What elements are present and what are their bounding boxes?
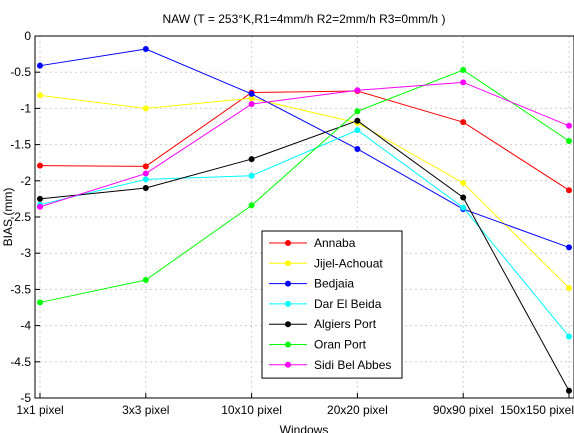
- data-point: [248, 101, 255, 108]
- legend-swatch-marker: [285, 300, 291, 307]
- data-point: [354, 87, 361, 94]
- series-oran-port: [37, 67, 572, 306]
- series-sidi-bel-abbes: [37, 79, 572, 210]
- legend-label: Annaba: [314, 236, 356, 250]
- y-tick-label: -1: [20, 101, 31, 115]
- data-point: [354, 145, 361, 152]
- data-point: [37, 195, 43, 202]
- data-point: [37, 299, 43, 306]
- legend-swatch-marker: [285, 341, 291, 348]
- x-tick-label: 3x3 pixel: [122, 403, 169, 417]
- data-point: [142, 176, 149, 183]
- data-point: [142, 105, 149, 112]
- data-point: [37, 203, 43, 210]
- legend-label: Sidi Bel Abbes: [314, 358, 391, 372]
- data-point: [142, 170, 149, 177]
- y-tick-label: 0: [24, 29, 31, 43]
- data-point: [248, 156, 255, 163]
- legend-item: Algiers Port: [269, 317, 377, 331]
- legend-swatch-marker: [285, 321, 291, 328]
- data-point: [248, 202, 255, 209]
- data-point: [566, 284, 572, 291]
- legend-item: Oran Port: [269, 338, 367, 352]
- series-line: [39, 48, 570, 248]
- data-point: [354, 117, 361, 124]
- data-point: [460, 79, 467, 86]
- series-line: [39, 69, 570, 303]
- legend-label: Dar El Beida: [314, 297, 382, 311]
- x-tick-label: 90x90 pixel: [433, 403, 494, 417]
- series-line: [39, 90, 570, 191]
- series-bedjaia: [37, 46, 572, 251]
- y-tick-label: -3.5: [10, 282, 31, 296]
- data-point: [566, 387, 572, 394]
- legend-swatch-marker: [285, 361, 291, 368]
- data-point: [566, 122, 572, 129]
- data-point: [142, 163, 149, 170]
- legend-item: Jijel-Achouat: [269, 256, 383, 270]
- legend-item: Sidi Bel Abbes: [269, 358, 391, 372]
- legend-swatch-marker: [285, 280, 291, 287]
- data-point: [248, 95, 255, 102]
- data-point: [37, 92, 43, 99]
- x-tick-label: 1x1 pixel: [16, 403, 63, 417]
- x-tick-label: 20x20 pixel: [327, 403, 388, 417]
- data-point: [248, 90, 255, 97]
- data-point: [354, 127, 361, 134]
- y-tick-label: -4.5: [10, 355, 31, 369]
- y-tick-label: -5: [20, 391, 31, 405]
- y-tick-label: -0.5: [10, 65, 31, 79]
- x-tick-label: 150x150 pixel: [500, 403, 574, 417]
- data-point: [142, 46, 149, 53]
- x-tick-label: 10x10 pixel: [221, 403, 282, 417]
- y-tick-label: -3: [20, 246, 31, 260]
- data-point: [37, 62, 43, 69]
- legend-item: Bedjaia: [269, 277, 354, 291]
- data-point: [37, 162, 43, 169]
- y-tick-label: -2: [20, 174, 31, 188]
- y-axis-title: BIAS (mm): [1, 188, 15, 247]
- data-point: [566, 333, 572, 340]
- x-axis: 1x1 pixel 3x3 pixel 10x10 pixel 20x20 pixel…: [16, 393, 574, 417]
- data-point: [566, 244, 572, 251]
- series-line: [39, 81, 570, 208]
- data-point: [460, 194, 467, 201]
- legend-label: Oran Port: [314, 338, 367, 352]
- data-point: [460, 67, 467, 74]
- y-tick-label: -2.5: [10, 210, 31, 224]
- legend-label: Algiers Port: [314, 317, 377, 331]
- legend: Annaba Jijel-Achouat Bedjaia Dar El Beida Al…: [261, 230, 403, 379]
- legend-item: Dar El Beida: [269, 297, 382, 311]
- legend-label: Bedjaia: [314, 277, 354, 291]
- chart-title: NAW (T = 253°K,R1=4mm/h R2=2mm/h R3=0mm/…: [163, 12, 446, 26]
- series-jijel-achouat: [37, 92, 572, 291]
- data-point: [460, 119, 467, 126]
- data-point: [460, 179, 467, 186]
- data-point: [142, 185, 149, 192]
- series-algiers-port: [37, 117, 572, 394]
- legend-label: Jijel-Achouat: [314, 256, 383, 270]
- data-point: [142, 276, 149, 283]
- data-point: [566, 137, 572, 144]
- data-point: [354, 108, 361, 115]
- legend-swatch-marker: [285, 260, 291, 267]
- series-layer: [37, 46, 572, 394]
- x-axis-title: Windows: [280, 423, 329, 433]
- y-tick-label: -4: [20, 319, 31, 333]
- series-annaba: [37, 88, 572, 194]
- data-point: [248, 172, 255, 179]
- series-line: [39, 120, 570, 392]
- y-tick-label: -1.5: [10, 138, 31, 152]
- data-point: [566, 187, 572, 194]
- data-point: [460, 204, 467, 211]
- legend-swatch-marker: [285, 240, 291, 246]
- y-axis: 0 -0.5 -1 -1.5 -2 -2.5 -3 -3.5 -4 -4.5 -5: [10, 29, 40, 405]
- series-line: [39, 94, 570, 289]
- legend-item: Annaba: [269, 236, 356, 250]
